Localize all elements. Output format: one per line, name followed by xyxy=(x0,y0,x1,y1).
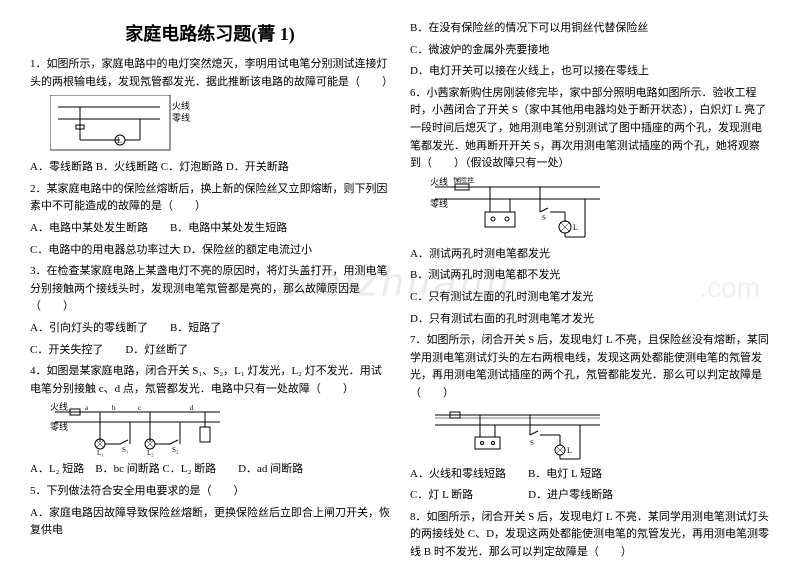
svg-text:d: d xyxy=(190,404,194,412)
left-column: 家庭电路练习题(菁 1) 1．如图所示，家庭电路中的电灯突然熄灭，李明用试电笔分… xyxy=(30,20,390,565)
svg-text:L₂: L₂ xyxy=(147,449,154,457)
diagram-q4: 火线 零线 a L₁ S₁ b c L₂ xyxy=(50,402,390,457)
q5-opt-a: A．家庭电路因故障导致保险丝熔断，更换保险丝后立即合上闸刀开关，恢复供电 xyxy=(30,505,390,540)
q7-opt-c: C．灯 L 断路 D．进户零线断路 xyxy=(410,487,770,505)
label-zero-q6: 零线 xyxy=(430,198,448,209)
question-5: 5．下列做法符合安全用电要求的是（ ） xyxy=(30,483,390,501)
q7-opt-a: A．火线和零线短路 B．电灯 L 短路 xyxy=(410,466,770,484)
svg-text:L: L xyxy=(567,446,572,455)
document-title: 家庭电路练习题(菁 1) xyxy=(30,20,390,46)
question-4: 4．如图是某家庭电路，闭合开关 S₁、S₂，L₁ 灯发光，L₂ 灯不发光．用试电… xyxy=(30,363,390,398)
label-fire: 火线 xyxy=(172,100,190,111)
q1-options: A．零线断路 B．火线断路 C．灯泡断路 D．开关断路 xyxy=(30,159,390,177)
svg-text:c: c xyxy=(138,404,141,412)
svg-text:L: L xyxy=(117,136,122,145)
diagram-q1: 火线 零线 L xyxy=(50,95,390,155)
svg-text:a: a xyxy=(85,404,89,412)
svg-text:L: L xyxy=(573,223,578,232)
question-2: 2．某家庭电路中的保险丝熔断后，换上新的保险丝又立即熔断，则下列因素中不可能造成… xyxy=(30,181,390,216)
label-fire-q4: 火线 xyxy=(50,402,68,412)
question-1: 1．如图所示，家庭电路中的电灯突然熄灭，李明用试电笔分别测试连接灯头的两根输电线… xyxy=(30,56,390,91)
question-3: 3．在检查某家庭电路上某盏电灯不亮的原因时，将灯头盖打开，用测电笔分别接触两个接… xyxy=(30,263,390,316)
question-8: 8．如图所示，闭合开关 S 后，发现电灯 L 不亮．某同学用测电笔测试灯头的两接… xyxy=(410,509,770,562)
q3-opt-c: C．开关失控了 D．灯丝断了 xyxy=(30,342,390,360)
q5-opt-d: D．电灯开关可以接在火线上，也可以接在零线上 xyxy=(410,63,770,81)
q3-opt-a: A．引向灯头的零线断了 B．短路了 xyxy=(30,320,390,338)
q6-opt-a: A．测试两孔时测电笔都发光 xyxy=(410,246,770,264)
svg-text:S₁: S₁ xyxy=(122,446,128,454)
q6-opt-d: D．只有测试右面的孔时测电笔才发光 xyxy=(410,311,770,329)
q6-opt-b: B．测试两孔时测电笔都不发光 xyxy=(410,267,770,285)
svg-text:S: S xyxy=(530,439,534,447)
svg-text:L₁: L₁ xyxy=(97,449,104,457)
label-fire-q6: 火线 xyxy=(430,177,448,187)
q2-opt-a: A．电路中某处发生断路 B．电路中某处发生短路 xyxy=(30,220,390,238)
q6-opt-c: C．只有测试左面的孔时测电笔才发光 xyxy=(410,289,770,307)
svg-text:b: b xyxy=(112,404,116,412)
q5-opt-c: C．微波炉的金属外壳要接地 xyxy=(410,42,770,60)
svg-text:S: S xyxy=(542,214,546,222)
label-zero-q4: 零线 xyxy=(50,421,68,432)
svg-text:S₂: S₂ xyxy=(172,446,179,454)
question-7: 7．如图所示，闭合开关 S 后，发现电灯 L 不亮，且保险丝没有熔断，某同学用测… xyxy=(410,332,770,402)
diagram-q7: S L xyxy=(430,407,770,462)
diagram-q6: 火线 零线 保险丝 S L xyxy=(430,177,770,242)
page: 家庭电路练习题(菁 1) 1．如图所示，家庭电路中的电灯突然熄灭，李明用试电笔分… xyxy=(20,0,780,585)
q2-opt-c: C．电路中的用电器总功率过大 D．保险丝的额定电流过小 xyxy=(30,242,390,260)
label-zero: 零线 xyxy=(172,112,190,123)
label-fuse-q6: 保险丝 xyxy=(453,177,474,184)
q5-opt-b: B．在没有保险丝的情况下可以用铜丝代替保险丝 xyxy=(410,20,770,38)
right-column: B．在没有保险丝的情况下可以用铜丝代替保险丝 C．微波炉的金属外壳要接地 D．电… xyxy=(410,20,770,565)
q4-options: A．L₂ 短路 B．bc 间断路 C．L₂ 断路 D．ad 间断路 xyxy=(30,461,390,479)
question-6: 6．小茜家新购住房刚装修完毕，家中部分照明电路如图所示．验收工程时，小茜闭合了开… xyxy=(410,85,770,173)
